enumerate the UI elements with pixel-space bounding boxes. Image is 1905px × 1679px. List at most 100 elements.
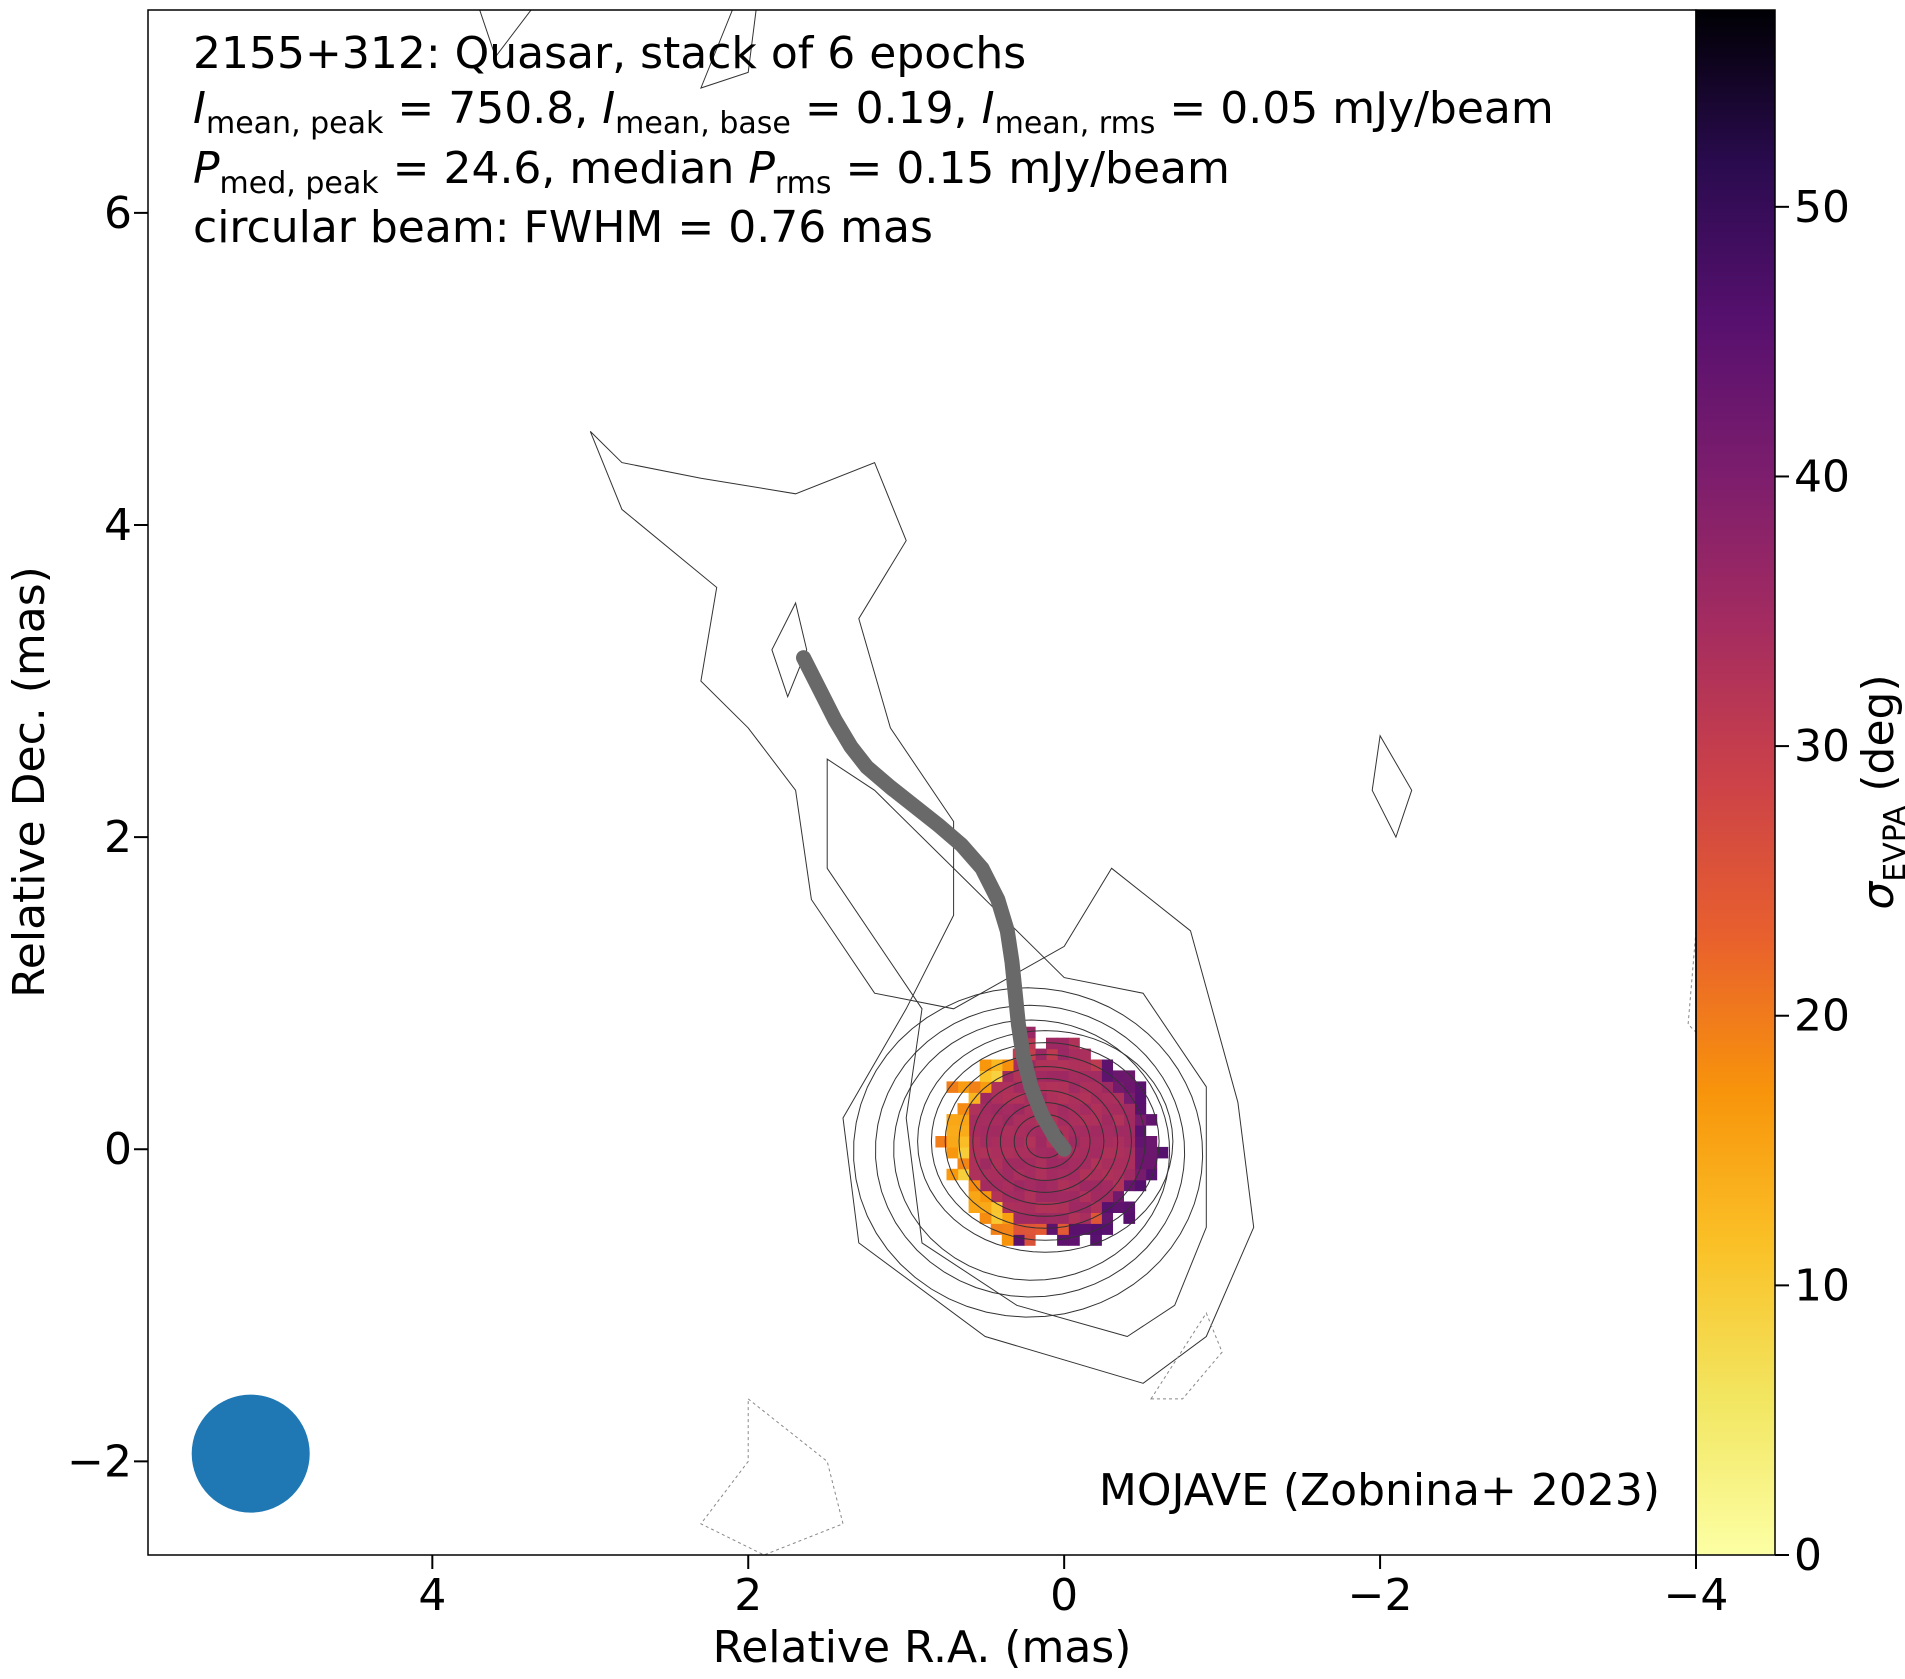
heatmap-pixel xyxy=(1090,1212,1102,1224)
heatmap-pixel xyxy=(990,1201,1003,1213)
heatmap-pixel xyxy=(1046,1212,1058,1224)
heatmap-pixel xyxy=(1012,1081,1025,1093)
heatmap-pixel xyxy=(1123,1157,1136,1170)
heatmap-pixel xyxy=(1090,1223,1102,1235)
heatmap-pixel xyxy=(1012,1114,1025,1126)
heatmap-pixel xyxy=(1112,1190,1124,1203)
heatmap-pixel xyxy=(946,1146,959,1159)
heatmap-pixel xyxy=(1001,1223,1014,1235)
heatmap-pixel xyxy=(1112,1092,1124,1104)
heatmap-pixel xyxy=(1012,1234,1025,1246)
heatmap-pixel xyxy=(1057,1212,1069,1224)
heatmap-pixel xyxy=(1112,1168,1124,1181)
heatmap-pixel xyxy=(990,1168,1003,1181)
negative-contour-line xyxy=(1150,1312,1223,1400)
heatmap-pixel xyxy=(1001,1190,1014,1203)
heatmap-pixel xyxy=(1023,1179,1036,1192)
heatmap-pixel xyxy=(1090,1081,1102,1093)
colorbar-label-sigma: σ xyxy=(1853,881,1904,910)
heatmap-pixel xyxy=(1090,1136,1102,1148)
heatmap-pixel xyxy=(1101,1136,1113,1148)
heatmap-pixel xyxy=(935,1136,948,1148)
heatmap-pixel xyxy=(1068,1092,1080,1104)
heatmap-pixel xyxy=(1101,1059,1113,1071)
heatmap-pixel xyxy=(1012,1223,1025,1235)
intensity-contours xyxy=(479,10,1696,1555)
plot-annotation: 2155+312: Quasar, stack of 6 epochs Imea… xyxy=(193,28,1554,253)
colorbar-label: σEVPA (deg) xyxy=(1853,674,1905,909)
heatmap-pixel xyxy=(1012,1136,1025,1148)
contour-line xyxy=(972,1077,1119,1205)
contour-line xyxy=(875,1004,1186,1298)
heatmap-pixel xyxy=(957,1125,970,1137)
contour-line xyxy=(479,10,532,58)
heatmap-pixel xyxy=(968,1190,981,1203)
contour-line xyxy=(826,758,1207,1338)
heatmap-pixel xyxy=(1079,1157,1091,1170)
heatmap-pixel xyxy=(1046,1081,1058,1093)
heatmap-pixel xyxy=(1046,1157,1058,1170)
heatmap-pixel xyxy=(1090,1179,1102,1192)
heatmap-pixel xyxy=(1123,1201,1136,1213)
heatmap-pixel xyxy=(1101,1190,1113,1203)
heatmap-pixel xyxy=(1012,1070,1025,1082)
heatmap-pixel xyxy=(1023,1136,1036,1148)
heatmap-pixel xyxy=(1090,1157,1102,1170)
heatmap-pixel xyxy=(1034,1168,1047,1181)
heatmap-pixel xyxy=(1034,1125,1047,1137)
heatmap-pixel xyxy=(1079,1223,1091,1235)
y-axis-ticks: −2 0 2 4 6 xyxy=(67,188,148,1487)
heatmap-pixel xyxy=(1046,1168,1058,1181)
heatmap-pixel xyxy=(1023,1114,1036,1126)
heatmap-pixel xyxy=(1090,1092,1102,1104)
heatmap-pixel xyxy=(1134,1125,1147,1137)
heatmap-pixel xyxy=(1101,1114,1113,1126)
heatmap-pixel xyxy=(1001,1234,1014,1246)
heatmap-pixel xyxy=(957,1103,970,1115)
heatmap-pixel xyxy=(1090,1114,1102,1126)
heatmap-pixel xyxy=(1034,1157,1047,1170)
heatmap-pixel xyxy=(1134,1146,1147,1159)
heatmap-pixel xyxy=(1046,1201,1058,1213)
heatmap-pixel xyxy=(1012,1125,1025,1137)
heatmap-pixel xyxy=(1112,1114,1124,1126)
heatmap-pixel xyxy=(1012,1092,1025,1104)
x-axis-label: Relative R.A. (mas) xyxy=(713,1622,1132,1673)
heatmap-pixel xyxy=(1057,1125,1069,1137)
heatmap-pixel xyxy=(946,1136,959,1148)
heatmap-pixel xyxy=(1034,1081,1047,1093)
heatmap-pixel xyxy=(1068,1190,1080,1203)
colorbar-tick-label: 0 xyxy=(1794,1530,1822,1581)
p-rms-val: = 0.15 mJy/beam xyxy=(832,143,1230,194)
heatmap-pixel xyxy=(990,1146,1003,1159)
heatmap-pixel xyxy=(1145,1146,1158,1159)
heatmap-pixel xyxy=(968,1168,981,1181)
heatmap-pixel xyxy=(1079,1059,1091,1071)
heatmap-pixel xyxy=(1023,1026,1036,1039)
heatmap-pixel xyxy=(1068,1157,1080,1170)
heatmap-pixel xyxy=(1046,1037,1058,1050)
heatmap-pixel xyxy=(1134,1114,1147,1126)
heatmap-pixel xyxy=(1034,1201,1047,1213)
heatmap-pixel xyxy=(1123,1125,1136,1137)
heatmap-pixel xyxy=(990,1114,1003,1126)
heatmap-pixel xyxy=(1112,1070,1124,1082)
y-tick-label: 4 xyxy=(104,500,132,551)
heatmap-pixel xyxy=(979,1146,992,1159)
heatmap-pixel xyxy=(1134,1103,1147,1115)
heatmap-pixel xyxy=(1101,1146,1113,1159)
heatmap-pixel xyxy=(968,1081,981,1093)
heatmap-pixel xyxy=(957,1168,970,1181)
annotation-line-4: circular beam: FWHM = 0.76 mas xyxy=(193,202,933,253)
heatmap-pixel xyxy=(1090,1234,1102,1246)
heatmap-pixel xyxy=(979,1092,992,1104)
heatmap-pixel xyxy=(1034,1070,1047,1082)
heatmap-pixel xyxy=(1023,1146,1036,1159)
heatmap-pixel xyxy=(1090,1190,1102,1203)
p-peak-sub: med, peak xyxy=(220,166,380,201)
heatmap-pixel xyxy=(990,1103,1003,1115)
contour-line xyxy=(853,987,1204,1318)
heatmap-pixel xyxy=(979,1136,992,1148)
